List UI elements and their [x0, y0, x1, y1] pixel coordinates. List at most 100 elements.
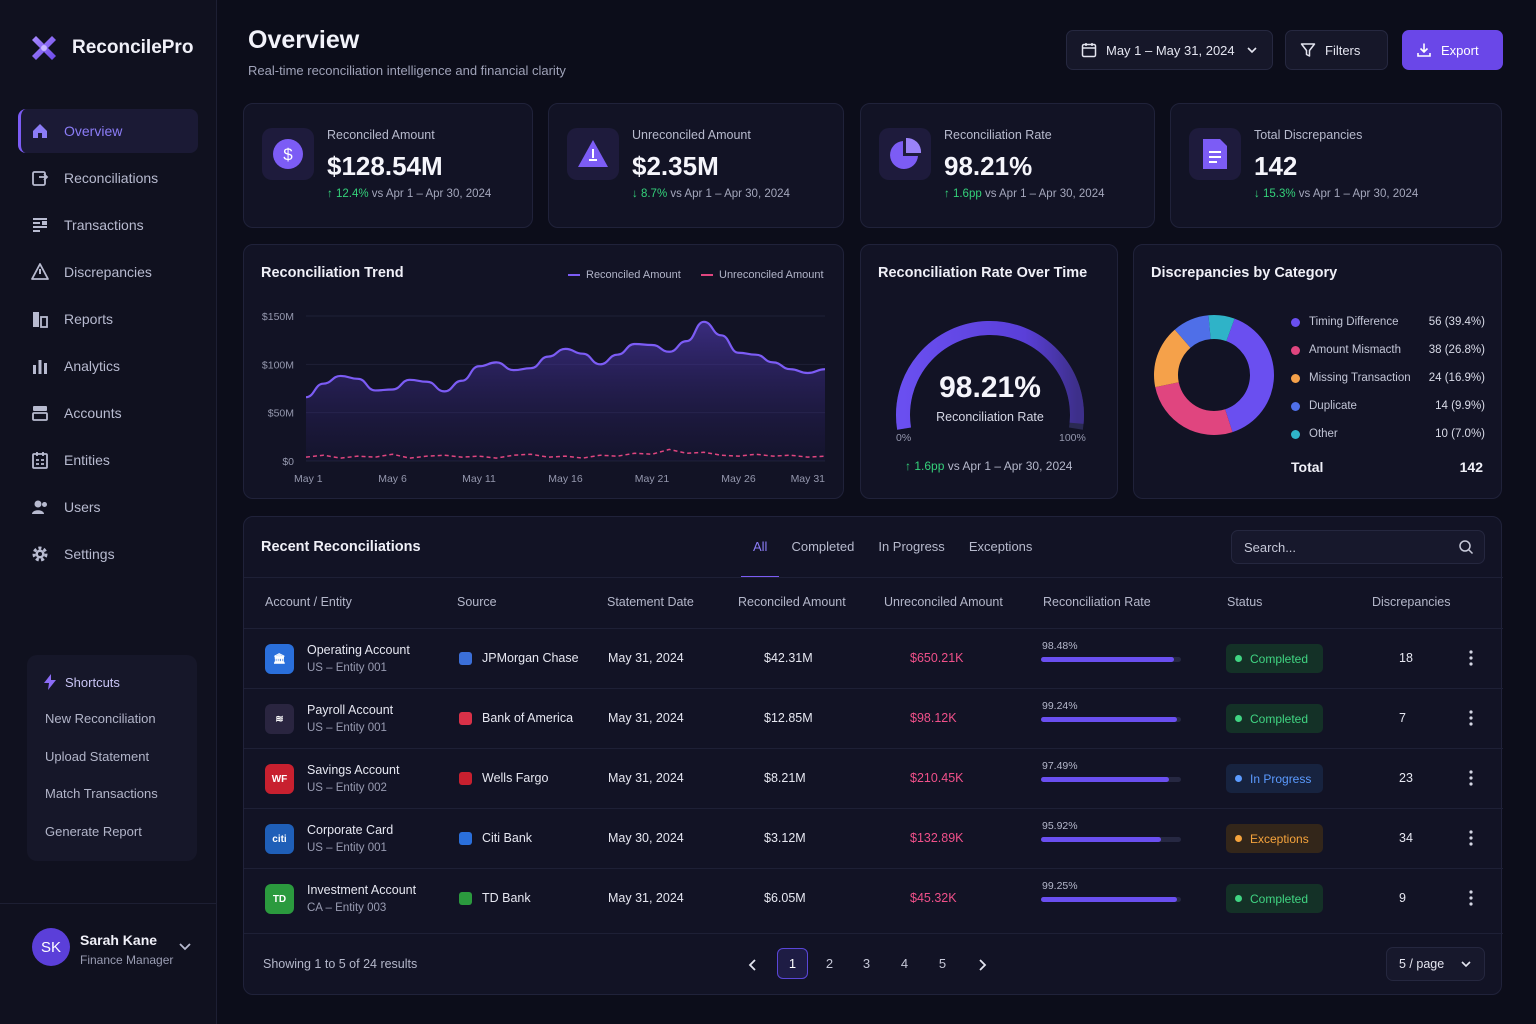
- legend-item-unreconciled: Unreconciled Amount: [701, 269, 824, 281]
- avatar: SK: [32, 928, 70, 966]
- sidebar-item-settings[interactable]: Settings: [18, 532, 198, 576]
- donut-slice: [1208, 315, 1235, 342]
- shortcut-item[interactable]: Upload Statement: [45, 748, 150, 764]
- app-logo[interactable]: ReconcilePro: [28, 32, 193, 64]
- category-legend-item: Other 10 (7.0%): [1291, 425, 1485, 443]
- page-button-5[interactable]: 5: [938, 956, 947, 971]
- user-profile[interactable]: SK Sarah Kane Finance Manager: [0, 903, 217, 1024]
- sidebar-item-reports[interactable]: Reports: [18, 297, 198, 341]
- tab-completed[interactable]: Completed: [791, 539, 855, 554]
- bank-logo-icon: TD: [265, 884, 294, 914]
- table-row[interactable]: 🏛 Operating Account US – Entity 001 JPMorga…: [244, 628, 1503, 688]
- category-legend-item: Duplicate 14 (9.9%): [1291, 397, 1485, 415]
- unreconciled-amount: $210.45K: [910, 771, 964, 785]
- status-badge: Completed: [1226, 704, 1323, 733]
- status-dot: [1235, 655, 1242, 662]
- sidebar-item-analytics[interactable]: Analytics: [18, 344, 198, 388]
- unreconciled-amount: $45.32K: [910, 891, 957, 905]
- previous-page-icon[interactable]: [745, 957, 761, 973]
- sidebar-item-reconciliations[interactable]: Reconciliations: [18, 156, 198, 200]
- y-tick-label: $0: [282, 456, 294, 468]
- more-options-icon[interactable]: [1469, 830, 1473, 846]
- recent-reconciliations-card: Recent Reconciliations All Completed In Pr…: [243, 516, 1503, 995]
- sidebar-item-users[interactable]: Users: [18, 485, 198, 529]
- sidebar-item-entities[interactable]: Entities: [18, 438, 198, 482]
- sidebar-item-discrepancies[interactable]: Discrepancies: [18, 250, 198, 294]
- filters-button[interactable]: Filters: [1285, 30, 1388, 70]
- shortcuts-list: New Reconciliation Upload Statement Match …: [27, 700, 197, 850]
- tab-exceptions[interactable]: Exceptions: [968, 539, 1033, 554]
- account-name: Corporate Card: [307, 823, 394, 837]
- column-header[interactable]: Statement Date: [607, 595, 694, 609]
- reconciled-amount: $42.31M: [764, 651, 813, 665]
- legend-dot: [1291, 373, 1300, 383]
- sidebar-item-accounts[interactable]: Accounts: [18, 391, 198, 435]
- trend-chart-card: Reconciliation Trend Reconciled Amount U…: [243, 244, 844, 499]
- more-options-icon[interactable]: [1469, 650, 1473, 666]
- donut-slice: [1174, 315, 1211, 348]
- more-options-icon[interactable]: [1469, 710, 1473, 726]
- table-row[interactable]: citi Corporate Card US – Entity 001 Citi Ba…: [244, 808, 1503, 868]
- y-tick-label: $100M: [262, 359, 294, 371]
- table-row[interactable]: TD Investment Account CA – Entity 003 TD Ba…: [244, 868, 1503, 928]
- tab-all[interactable]: All: [741, 539, 780, 578]
- kpi-value: $128.54M: [327, 151, 443, 181]
- legend-dot: [1291, 429, 1300, 439]
- account-entity: US – Entity 001: [307, 842, 387, 854]
- page-size-select[interactable]: 5 / page: [1386, 947, 1485, 981]
- column-header[interactable]: Reconciliation Rate: [1043, 595, 1151, 609]
- next-page-icon[interactable]: [974, 957, 990, 973]
- shortcut-item[interactable]: Match Transactions: [45, 786, 158, 802]
- total-label: Total: [1291, 459, 1324, 475]
- page-button-4[interactable]: 4: [900, 956, 909, 971]
- date-range-picker[interactable]: May 1 – May 31, 2024: [1066, 30, 1273, 70]
- sidebar-item-transactions[interactable]: Transactions: [18, 203, 198, 247]
- rate-progress-bar: [1041, 897, 1181, 902]
- kpi-delta: ↑ 12.4% vs Apr 1 – Apr 30, 2024: [327, 188, 492, 200]
- source-bank-icon: [459, 892, 472, 905]
- lightning-icon: [44, 674, 56, 690]
- results-summary: Showing 1 to 5 of 24 results: [263, 957, 418, 971]
- category-legend-item: Missing Transaction 24 (16.9%): [1291, 369, 1485, 387]
- table-row[interactable]: WF Savings Account US – Entity 002 Wells Fa…: [244, 748, 1503, 808]
- column-header[interactable]: Status: [1227, 595, 1263, 609]
- discrepancy-count: 9: [1399, 891, 1406, 905]
- category-value: 14 (9.9%): [1435, 400, 1485, 412]
- gauge-delta: ↑ 1.6pp vs Apr 1 – Apr 30, 2024: [905, 459, 1073, 473]
- shortcut-item[interactable]: Generate Report: [45, 823, 142, 839]
- donut-slice: [1154, 329, 1191, 388]
- unreconciled-amount: $98.12K: [910, 711, 957, 725]
- legend-dot: [1291, 345, 1300, 355]
- sidebar-item-label: Reports: [64, 311, 114, 327]
- page-button-1[interactable]: 1: [777, 948, 808, 979]
- status-dot: [1235, 895, 1242, 902]
- search-input[interactable]: Search...: [1231, 530, 1485, 564]
- export-button[interactable]: Export: [1402, 30, 1503, 70]
- status-dot: [1235, 835, 1242, 842]
- shortcut-item[interactable]: New Reconciliation: [45, 711, 156, 727]
- column-header[interactable]: Discrepancies: [1372, 595, 1451, 609]
- chevron-down-icon: [1247, 47, 1257, 54]
- reconcile-icon: [32, 171, 49, 186]
- table-row[interactable]: ≋ Payroll Account US – Entity 001 Bank of A…: [244, 688, 1503, 748]
- more-options-icon[interactable]: [1469, 890, 1473, 906]
- category-name: Missing Transaction: [1309, 372, 1411, 384]
- chevron-down-icon[interactable]: [178, 942, 192, 952]
- page-button-3[interactable]: 3: [862, 956, 871, 971]
- column-header[interactable]: Unreconciled Amount: [884, 595, 1003, 609]
- sidebar-item-label: Transactions: [64, 217, 144, 233]
- column-header[interactable]: Account / Entity: [265, 595, 352, 609]
- trend-title: Reconciliation Trend: [261, 265, 404, 281]
- discrepancies-card: Discrepancies by Category Timing Differe…: [1133, 244, 1502, 499]
- tab-in-progress[interactable]: In Progress: [878, 539, 945, 554]
- sidebar-item-overview[interactable]: Overview: [18, 109, 198, 153]
- page-button-2[interactable]: 2: [825, 956, 834, 971]
- search-icon: [1459, 540, 1474, 555]
- column-header[interactable]: Source: [457, 595, 497, 609]
- category-legend-item: Amount Mismacth 38 (26.8%): [1291, 341, 1485, 359]
- kpi-delta: ↓ 15.3% vs Apr 1 – Apr 30, 2024: [1254, 188, 1419, 200]
- more-options-icon[interactable]: [1469, 770, 1473, 786]
- column-header[interactable]: Reconciled Amount: [738, 595, 846, 609]
- reconciled-line: [305, 320, 826, 399]
- source-bank-icon: [459, 832, 472, 845]
